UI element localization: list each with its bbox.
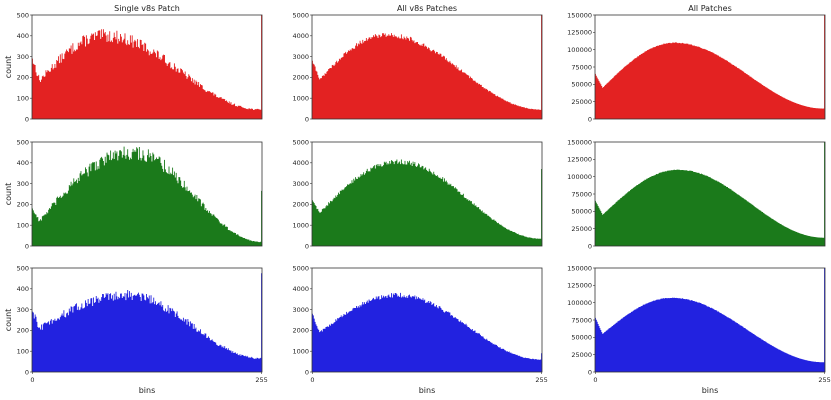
y-tick-label: 3000 [292,180,309,188]
y-axis-label: count [4,309,13,332]
y-tick-label: 400 [17,159,29,167]
x-tick-label: 0 [310,376,314,384]
histogram-bars [312,292,542,372]
chart-panel-3: 0 25000 50000 75000 100000 125000 150000 All Pa… [567,4,826,123]
x-tick-label: 255 [255,376,267,384]
y-tick-label: 25000 [571,351,592,359]
y-tick-label: 2000 [292,327,309,335]
y-tick-label: 75000 [571,63,592,71]
x-tick-label: 255 [818,376,830,384]
y-tick-label: 50000 [571,334,592,342]
y-tick-label: 4000 [292,32,309,40]
chart-title: All v8s Patches [397,4,457,13]
y-tick-label: 150000 [567,264,592,272]
y-tick-label: 0 [25,242,29,250]
histogram-bars [32,15,262,119]
y-axis-label: count [4,183,13,206]
chart-title: All Patches [688,4,732,13]
y-tick-label: 500 [17,264,29,272]
y-tick-label: 75000 [571,190,592,198]
y-tick-label: 100 [17,348,29,356]
y-tick-label: 3000 [292,306,309,314]
y-tick-label: 4000 [292,285,309,293]
histogram-bars [312,15,542,119]
y-tick-label: 400 [17,32,29,40]
histogram-bars [595,268,825,372]
histogram-bars [595,15,825,119]
y-tick-label: 150000 [567,11,592,19]
y-tick-label: 25000 [571,225,592,233]
x-axis-label: bins [139,386,156,395]
x-tick-label: 0 [30,376,34,384]
plot-frame [311,141,543,247]
y-tick-label: 150000 [567,138,592,146]
y-tick-label: 25000 [571,98,592,106]
y-tick-label: 3000 [292,53,309,61]
y-tick-label: 0 [305,242,309,250]
chart-panel-2: 0 1000 2000 3000 4000 5000 All v8s Patches [292,4,543,123]
x-axis-label: bins [702,386,719,395]
y-tick-label: 50000 [571,81,592,89]
y-tick-label: 125000 [567,156,592,164]
plot-frame [311,267,543,373]
y-tick-label: 5000 [292,138,309,146]
y-axis-label: count [4,56,13,79]
y-tick-label: 200 [17,74,29,82]
y-tick-label: 100 [17,222,29,230]
y-tick-label: 100000 [567,299,592,307]
y-tick-label: 200 [17,327,29,335]
y-tick-label: 300 [17,180,29,188]
chart-panel-6: 0 25000 50000 75000 100000 125000 150000 [567,138,826,250]
y-tick-label: 300 [17,53,29,61]
plot-frame [31,14,263,120]
chart-panel-8: 0 1000 2000 3000 4000 5000 0 255 bins [292,264,547,395]
histogram-bars [312,159,542,246]
y-tick-label: 1000 [292,348,309,356]
plot-frame [31,141,263,247]
x-tick-label: 255 [535,376,547,384]
y-tick-label: 0 [25,368,29,376]
y-tick-label: 100 [17,95,29,103]
y-tick-label: 4000 [292,159,309,167]
y-tick-label: 75000 [571,316,592,324]
chart-panel-5: 0 1000 2000 3000 4000 5000 [292,138,543,250]
y-tick-label: 0 [588,242,592,250]
chart-title: Single v8s Patch [114,4,180,13]
y-tick-label: 0 [588,115,592,123]
y-tick-label: 5000 [292,11,309,19]
y-tick-label: 2000 [292,201,309,209]
y-tick-label: 50000 [571,208,592,216]
y-tick-label: 1000 [292,95,309,103]
y-tick-label: 500 [17,11,29,19]
chart-panel-7: 0 100 200 300 400 500 0 255 count bins [4,264,268,395]
x-axis-label: bins [419,386,436,395]
plot-frame [311,14,543,120]
y-tick-label: 100000 [567,46,592,54]
y-tick-label: 0 [25,115,29,123]
y-tick-label: 5000 [292,264,309,272]
y-tick-label: 1000 [292,222,309,230]
histogram-bars [595,142,825,246]
chart-panel-9: 0 25000 50000 75000 100000 125000 150000 0 255 bi… [567,264,831,395]
y-tick-label: 2000 [292,74,309,82]
x-tick-label: 0 [593,376,597,384]
y-tick-label: 200 [17,201,29,209]
histogram-bars [32,273,262,372]
y-tick-label: 125000 [567,29,592,37]
chart-panel-1: 0 100 200 300 400 500 Single v8s Patch count [4,4,263,123]
y-tick-label: 125000 [567,282,592,290]
y-tick-label: 300 [17,306,29,314]
y-tick-label: 100000 [567,173,592,181]
y-tick-label: 0 [305,368,309,376]
y-tick-label: 0 [305,115,309,123]
y-tick-label: 0 [588,368,592,376]
chart-panel-4: 0 100 200 300 400 500 count [4,138,263,250]
histogram-bars [32,146,262,246]
y-tick-label: 400 [17,285,29,293]
plot-frame [31,267,263,373]
y-tick-label: 500 [17,138,29,146]
